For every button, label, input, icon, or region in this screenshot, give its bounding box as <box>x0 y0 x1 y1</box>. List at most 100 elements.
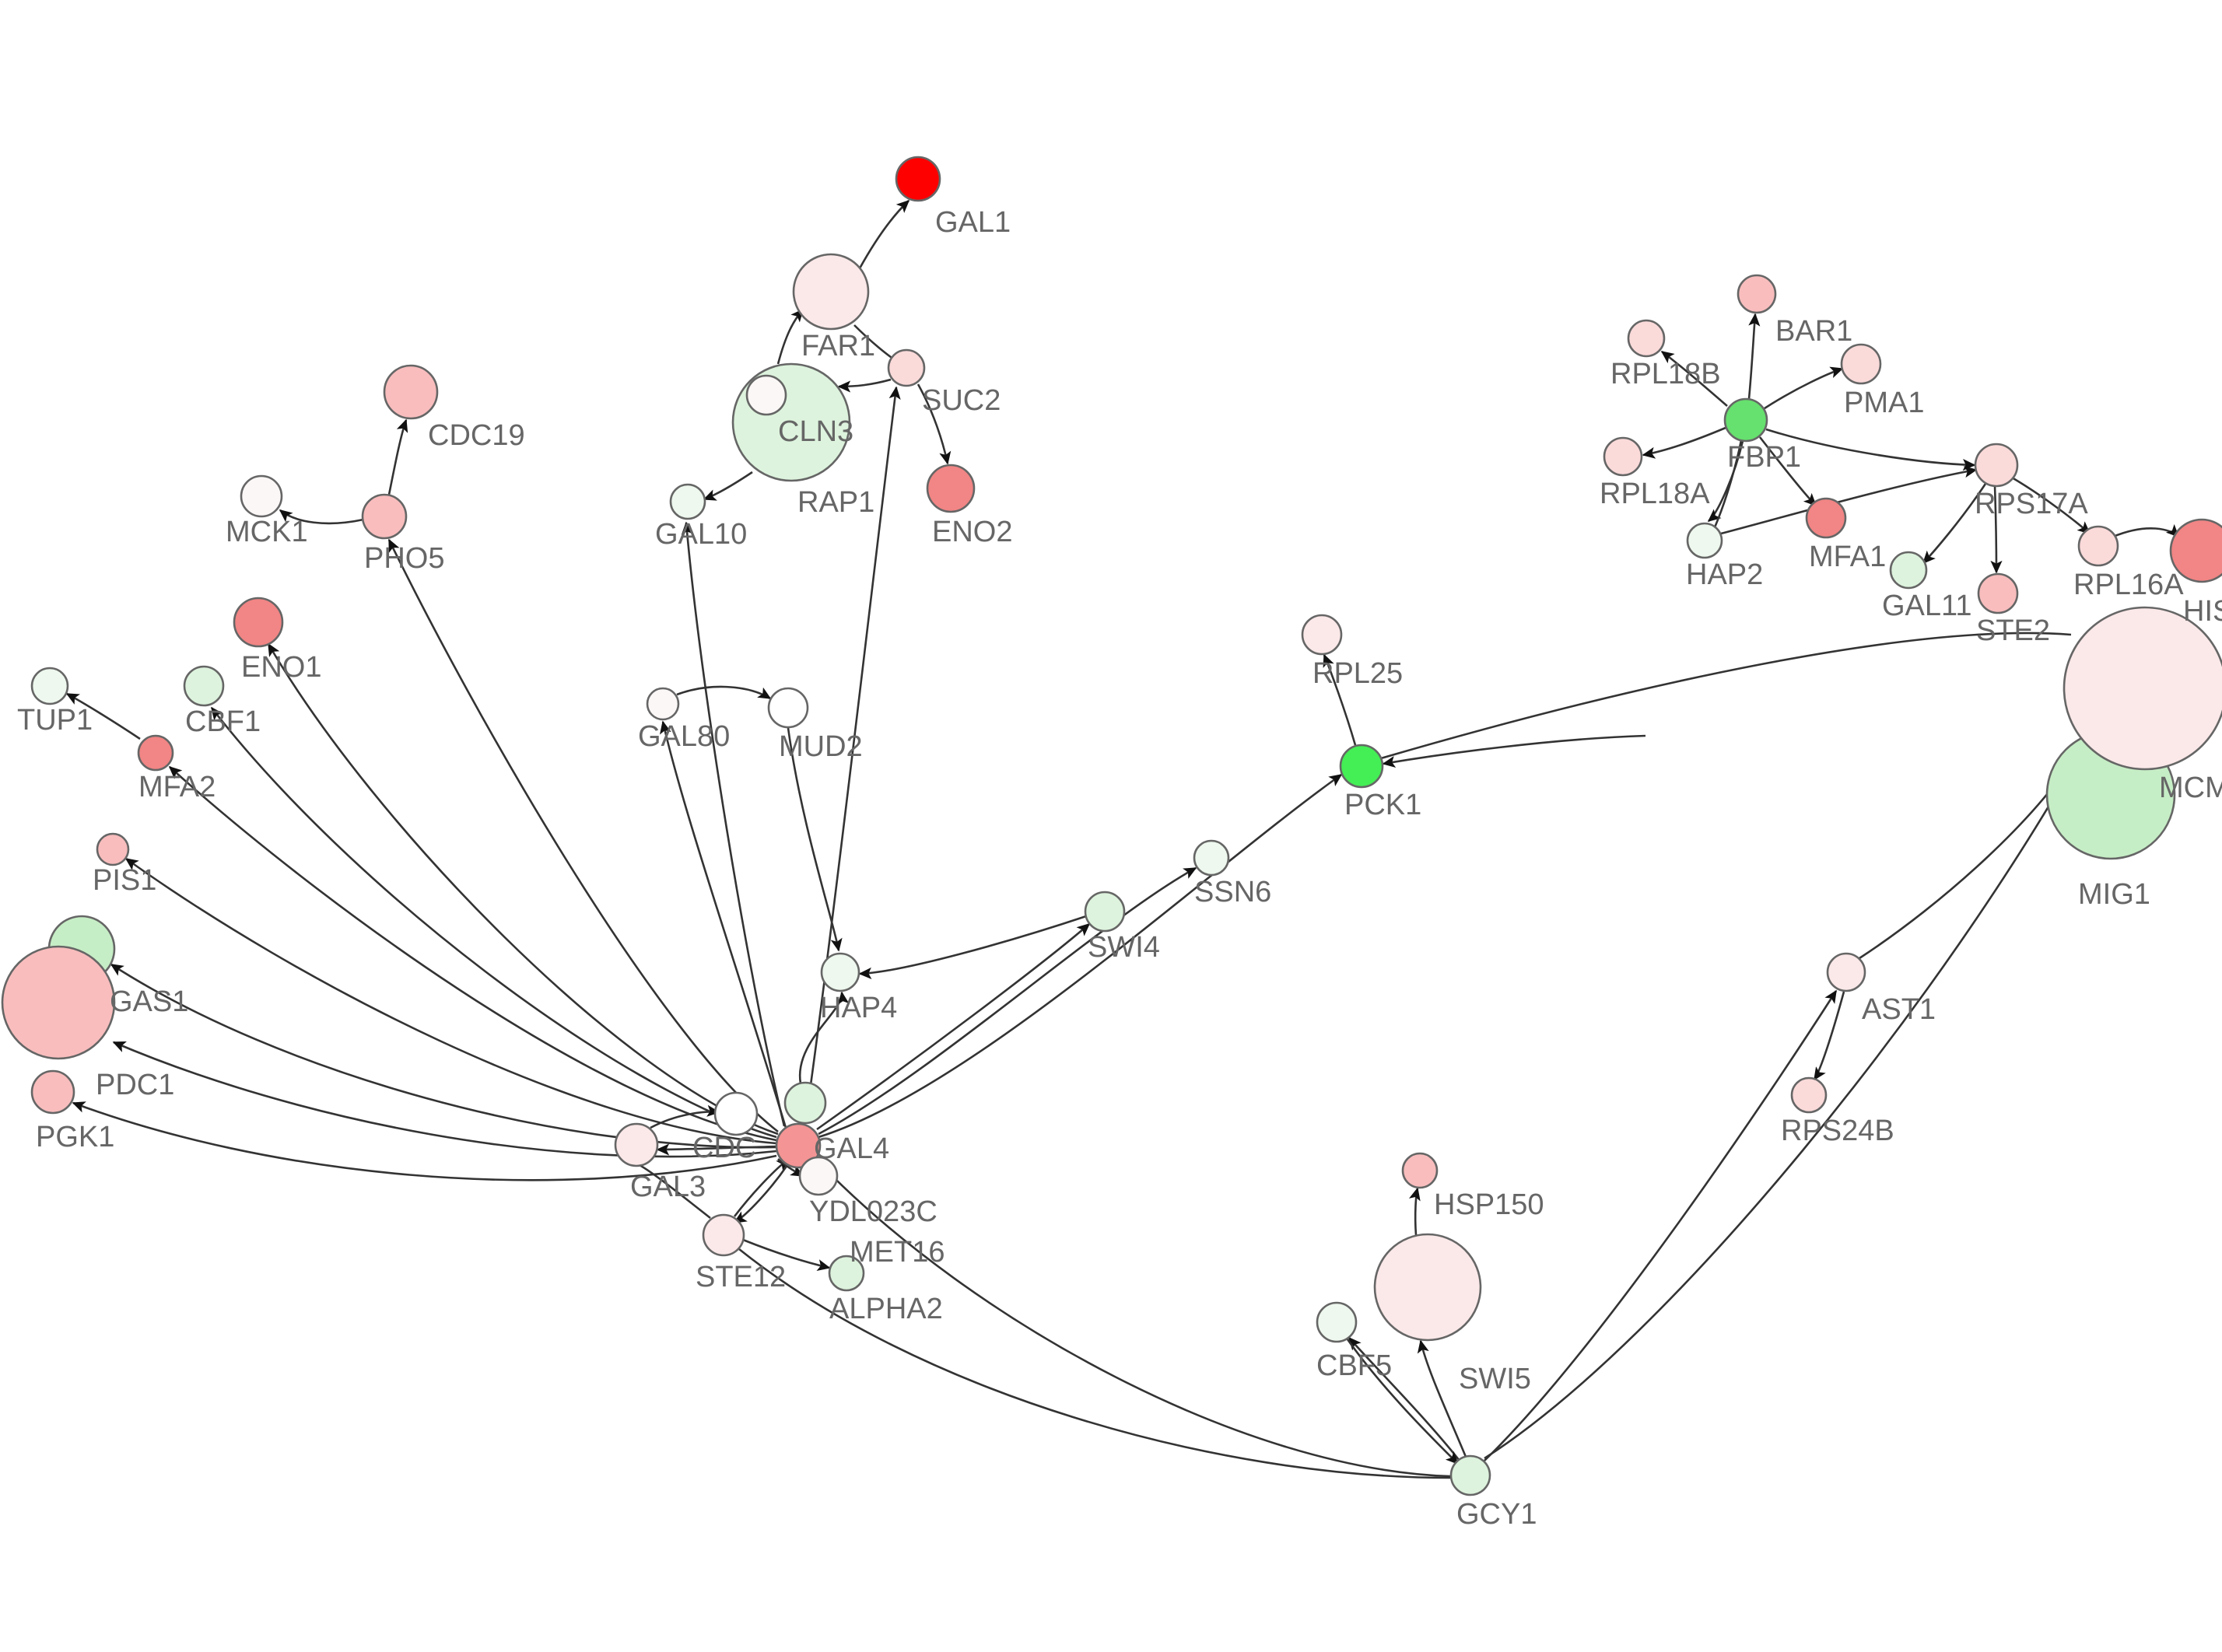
node-label: BAR1 <box>1775 315 1852 348</box>
network-node[interactable] <box>1 945 116 1060</box>
network-edge <box>267 642 779 1136</box>
network-node[interactable] <box>1373 1233 1482 1342</box>
network-edge <box>660 720 787 1129</box>
network-node[interactable] <box>1301 614 1343 656</box>
node-label: RPL18B <box>1610 358 1721 390</box>
network-node[interactable] <box>383 364 439 420</box>
network-edge <box>1765 428 1976 471</box>
network-edge <box>2011 476 2091 534</box>
network-edge <box>1346 1339 1460 1465</box>
network-node[interactable] <box>233 597 284 648</box>
network-edge <box>656 1143 777 1156</box>
network-node[interactable] <box>2169 518 2222 583</box>
network-node[interactable] <box>1977 572 2019 614</box>
network-edge <box>818 773 1343 1139</box>
node-label: MIG1 <box>2078 878 2150 911</box>
network-edge <box>733 1157 790 1217</box>
network-node[interactable] <box>614 1122 659 1167</box>
network-node[interactable] <box>30 1069 75 1115</box>
network-node[interactable] <box>1193 839 1230 877</box>
network-node[interactable] <box>895 156 941 202</box>
node-label: HSP150 <box>1434 1188 1544 1221</box>
network-node[interactable] <box>1686 522 1723 559</box>
network-edge <box>1484 742 2087 1460</box>
network-edge <box>1707 440 1744 522</box>
node-label: CDC <box>692 1132 756 1164</box>
network-node[interactable] <box>1603 436 1643 477</box>
label-layer: GAL1 FAR1 SUC2 ENO2 CLN3 RAP1 GAL10 CDC19 MCK1 PH… <box>17 206 2222 1531</box>
node-label: MFA1 <box>1809 541 1886 573</box>
node-label: ENO2 <box>932 516 1012 548</box>
network-node[interactable] <box>926 464 976 513</box>
node-label: RPS17A <box>1975 488 2088 520</box>
network-edge <box>1713 439 1743 528</box>
node-label: RPS24B <box>1781 1115 1894 1147</box>
network-node[interactable] <box>240 474 283 518</box>
network-node[interactable] <box>783 1081 827 1125</box>
network-edge <box>798 991 850 1084</box>
network-edge <box>816 923 1091 1131</box>
network-edge <box>837 378 892 393</box>
network-node[interactable] <box>1449 1454 1491 1496</box>
node-label: CDC19 <box>428 419 525 452</box>
network-edge <box>124 857 777 1145</box>
network-node[interactable] <box>2063 606 2222 771</box>
node-label: PCK1 <box>1344 789 1421 821</box>
network-node[interactable] <box>1723 397 1768 443</box>
network-node[interactable] <box>775 1122 822 1169</box>
network-edge <box>1660 350 1728 407</box>
network-node[interactable] <box>30 667 69 705</box>
network-node[interactable] <box>798 1156 839 1196</box>
network-node[interactable] <box>137 734 174 772</box>
network-edge <box>110 963 777 1149</box>
network-node[interactable] <box>828 1255 865 1292</box>
node-label: PHO5 <box>364 542 444 575</box>
network-node[interactable] <box>820 952 860 992</box>
network-node[interactable] <box>1889 551 1928 590</box>
network-node[interactable] <box>745 374 787 416</box>
network-edge <box>2112 523 2180 538</box>
node-label: GCY1 <box>1456 1498 1537 1531</box>
network-edge <box>1813 991 1845 1081</box>
network-node[interactable] <box>767 687 809 729</box>
node-label: SUC2 <box>922 384 1001 417</box>
network-node[interactable] <box>96 832 130 866</box>
network-node[interactable] <box>702 1213 745 1257</box>
network-node[interactable] <box>1974 443 2019 488</box>
network-node[interactable] <box>713 1091 759 1136</box>
network-edge <box>1764 366 1844 410</box>
network-node[interactable] <box>1840 343 1882 385</box>
network-node[interactable] <box>1826 952 1866 992</box>
network-node[interactable] <box>1316 1301 1358 1343</box>
network-edge <box>858 199 910 269</box>
node-layer <box>1 156 2222 1496</box>
network-edge <box>916 383 952 465</box>
network-node[interactable] <box>1084 891 1126 933</box>
node-label: GAL3 <box>630 1171 706 1203</box>
network-node[interactable] <box>792 253 870 331</box>
network-node[interactable] <box>669 483 706 520</box>
network-node[interactable] <box>1627 319 1666 358</box>
network-node[interactable] <box>646 687 680 721</box>
network-node[interactable] <box>1805 497 1847 539</box>
network-node[interactable] <box>1401 1152 1439 1189</box>
node-label: SWI4 <box>1088 931 1160 964</box>
network-node[interactable] <box>1339 744 1384 789</box>
network-node[interactable] <box>183 665 225 707</box>
node-label: FAR1 <box>801 330 875 362</box>
network-node[interactable] <box>1737 274 1777 314</box>
network-edge <box>818 866 1197 1136</box>
network-edge <box>1859 754 2077 960</box>
node-label: RPL18A <box>1600 478 1710 510</box>
network-node[interactable] <box>887 348 926 387</box>
node-label: FBP1 <box>1727 441 1801 474</box>
node-label: GAL80 <box>638 720 730 753</box>
node-label: RAP1 <box>797 486 874 519</box>
network-edge <box>650 1104 720 1129</box>
network-node[interactable] <box>361 493 408 540</box>
network-node[interactable] <box>1790 1076 1828 1114</box>
network-node[interactable] <box>2077 525 2119 567</box>
node-label: HAP2 <box>1686 558 1763 591</box>
